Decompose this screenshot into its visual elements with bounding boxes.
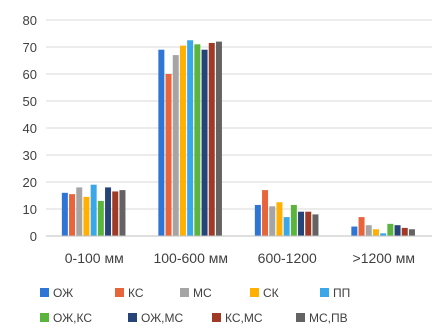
bar xyxy=(351,226,358,236)
legend-label: ОЖ xyxy=(53,286,73,300)
legend-label: ПП xyxy=(333,286,350,300)
bar xyxy=(394,225,401,236)
bar xyxy=(119,190,126,236)
bar xyxy=(372,229,379,236)
bar xyxy=(358,217,365,236)
legend-label: МС,ПВ xyxy=(309,311,348,325)
bar xyxy=(365,225,372,236)
y-tick-label: 80 xyxy=(23,13,37,28)
legend-swatch xyxy=(40,313,49,322)
bar xyxy=(401,227,408,236)
bar xyxy=(165,74,172,236)
y-tick-label: 20 xyxy=(23,175,37,190)
bar xyxy=(269,206,276,236)
y-tick-label: 10 xyxy=(23,202,37,217)
legend: ОЖ КС МС СК ПП ОЖ,КС ОЖ,МС КС,МС МС,ПВ xyxy=(40,286,350,325)
bar xyxy=(208,42,215,237)
bar xyxy=(187,40,194,236)
y-tick-label: 50 xyxy=(23,94,37,109)
bar xyxy=(254,204,261,236)
bar xyxy=(290,204,297,236)
bar xyxy=(179,45,186,237)
x-category-label: 0-100 мм xyxy=(65,250,124,266)
bar xyxy=(262,190,269,236)
bar xyxy=(298,211,305,236)
bar xyxy=(305,211,312,236)
bar xyxy=(276,202,283,236)
legend-label: СК xyxy=(263,286,279,300)
y-axis-tick-labels: 0 10 20 30 40 50 60 70 80 xyxy=(23,13,37,244)
bar xyxy=(69,194,76,236)
legend-label: МС xyxy=(193,286,212,300)
bar xyxy=(97,200,104,236)
x-axis-category-labels: 0-100 мм 100-600 мм 600-1200 >1200 мм xyxy=(65,250,415,266)
legend-swatch xyxy=(180,288,189,297)
bar xyxy=(215,41,222,236)
bar xyxy=(201,49,208,237)
legend-swatch xyxy=(212,313,221,322)
y-tick-label: 30 xyxy=(23,148,37,163)
gridlines xyxy=(46,19,432,210)
y-tick-label: 60 xyxy=(23,67,37,82)
legend-swatch xyxy=(128,313,137,322)
bar xyxy=(172,55,179,236)
x-category-label: 600-1200 xyxy=(258,250,317,266)
bar xyxy=(408,229,415,236)
legend-label: КС,МС xyxy=(225,311,263,325)
legend-label: ОЖ,МС xyxy=(141,311,183,325)
bar xyxy=(380,233,387,236)
legend-swatch xyxy=(40,288,49,297)
bar xyxy=(312,214,319,236)
bar xyxy=(90,184,97,236)
bar xyxy=(283,217,290,236)
bar xyxy=(112,191,119,236)
legend-swatch xyxy=(115,288,124,297)
bars xyxy=(61,40,415,237)
bar xyxy=(158,49,165,237)
bar xyxy=(387,223,394,236)
y-tick-label: 0 xyxy=(30,229,37,244)
bar xyxy=(194,44,201,236)
y-tick-label: 70 xyxy=(23,40,37,55)
x-category-label: 100-600 мм xyxy=(153,250,228,266)
bar xyxy=(83,196,90,236)
bar xyxy=(105,187,112,236)
bar xyxy=(76,187,83,236)
legend-swatch xyxy=(250,288,259,297)
legend-swatch xyxy=(296,313,305,322)
y-tick-label: 40 xyxy=(23,121,37,136)
legend-label: КС xyxy=(128,286,144,300)
legend-label: ОЖ,КС xyxy=(53,311,92,325)
bar xyxy=(61,192,68,236)
legend-swatch xyxy=(320,288,329,297)
x-category-label: >1200 мм xyxy=(353,250,415,266)
